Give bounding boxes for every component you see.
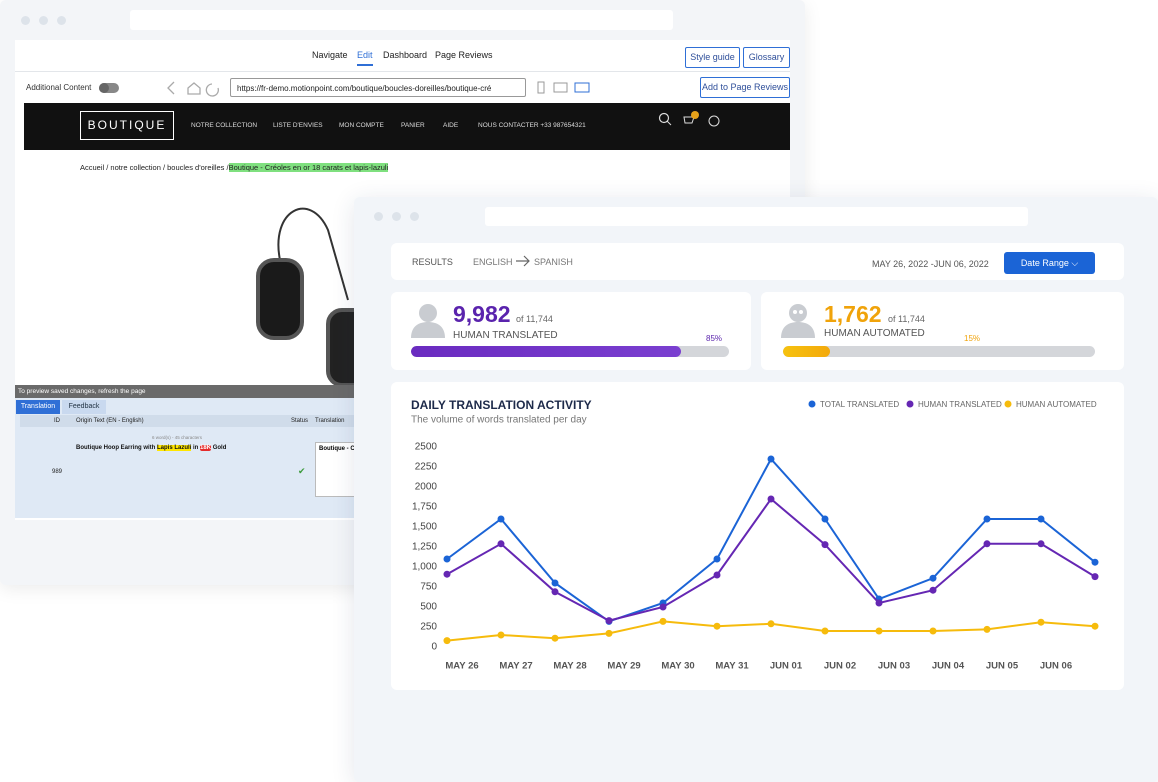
button-label: Date Range [1020, 258, 1069, 268]
progress-fill [411, 346, 682, 357]
text: Boutique Hoop Earring with [76, 445, 157, 451]
results-bar [391, 243, 1124, 280]
user-icon [411, 304, 445, 338]
refresh-note: To preview saved changes, refresh the pa… [15, 385, 355, 398]
tab-active[interactable]: Edit [357, 50, 373, 66]
window-dot [410, 212, 419, 221]
tab[interactable]: Navigate [312, 50, 348, 60]
stat-percent: 15% [964, 334, 981, 343]
button[interactable]: Add to Page Reviews [700, 77, 790, 98]
text: Gold [211, 445, 227, 451]
origin-text: Boutique Hoop Earring with Lapis Lazuli … [76, 445, 226, 451]
date-range-button[interactable]: Date Range ⌵ [1004, 252, 1095, 274]
menu-item[interactable]: LISTE D'ENVIES [273, 122, 323, 129]
progress-fill [783, 346, 830, 357]
stat-card [391, 292, 751, 370]
tab[interactable]: Page Reviews [435, 50, 493, 60]
menu-item[interactable]: MON COMPTE [339, 122, 384, 129]
stat-card [761, 292, 1124, 370]
table-meta: 6 word(s) - 45 characters [152, 435, 203, 440]
source-language: ENGLISH [473, 257, 513, 267]
site-header [24, 103, 790, 150]
panel-tab[interactable]: Translation [16, 400, 60, 414]
url-field[interactable]: https://fr-demo.motionpoint.com/boutique… [230, 78, 526, 97]
date-range: MAY 26, 2022 -JUN 06, 2022 [872, 259, 989, 269]
breadcrumb-current: Boutique - Créoles en or 18 carats et la… [228, 163, 389, 172]
stat-count: 1,762 [824, 301, 882, 327]
target-language: SPANISH [534, 257, 573, 267]
status-check: ✔ [298, 466, 306, 476]
table-header-cell: Status [291, 418, 309, 424]
address-bar [485, 207, 1028, 226]
breadcrumb: Accueil / notre collection / boucles d'o… [80, 163, 389, 172]
window-dot [392, 212, 401, 221]
site-logo: BOUTIQUE [80, 111, 174, 140]
stat-label: HUMAN TRANSLATED [453, 330, 558, 341]
robot-icon [781, 304, 815, 338]
button[interactable]: Style guide [685, 47, 740, 68]
stat-label: HUMAN AUTOMATED [824, 328, 925, 339]
divider [15, 71, 790, 72]
nav-icons [167, 81, 219, 97]
row-id: 989 [52, 469, 63, 475]
stat-total: of 11,744 [516, 314, 553, 324]
window-dot [374, 212, 383, 221]
window-dot [21, 16, 30, 25]
table-header-cell: Translation [315, 418, 345, 424]
site-icons [658, 111, 720, 127]
table-header-cell: ID [54, 418, 60, 424]
panel-tab[interactable]: Feedback [62, 400, 106, 414]
dashboard-window: RESULTS ENGLISH SPANISH MAY 26, 2022 -JU… [354, 197, 1158, 782]
chart-card [391, 382, 1124, 690]
stat-count: 9,982 [453, 301, 511, 327]
menu-item[interactable]: NOUS CONTACTER +33 987654321 [478, 122, 586, 129]
label: Additional Content [26, 83, 92, 92]
table-header-cell: Origin Text (EN - English) [76, 418, 144, 424]
glossary-term: Lapis Lazuli [157, 445, 192, 451]
table-header [20, 415, 355, 427]
menu-item[interactable]: NOTRE COLLECTION [191, 122, 258, 129]
results-label: RESULTS [412, 257, 453, 267]
device-icons [537, 81, 590, 94]
translation-field[interactable]: Boutique - Cr [315, 442, 355, 497]
placeholder-term: 18K [200, 445, 212, 451]
tab[interactable]: Dashboard [383, 50, 428, 60]
text: in [191, 445, 201, 451]
product-image [256, 207, 360, 385]
stat-percent: 85% [706, 334, 723, 343]
progress-track [411, 346, 729, 357]
window-dot [39, 16, 48, 25]
menu-item[interactable]: AIDE [443, 122, 459, 129]
button[interactable]: Glossary [743, 47, 790, 68]
address-bar [130, 10, 673, 30]
breadcrumb-path: Accueil / notre collection / boucles d'o… [80, 163, 229, 172]
progress-track [783, 346, 1095, 357]
window-dot [57, 16, 66, 25]
menu-item[interactable]: PANIER [401, 122, 425, 129]
arrow [516, 255, 530, 267]
toggle[interactable] [99, 83, 119, 93]
stat-total: of 11,744 [888, 314, 925, 324]
